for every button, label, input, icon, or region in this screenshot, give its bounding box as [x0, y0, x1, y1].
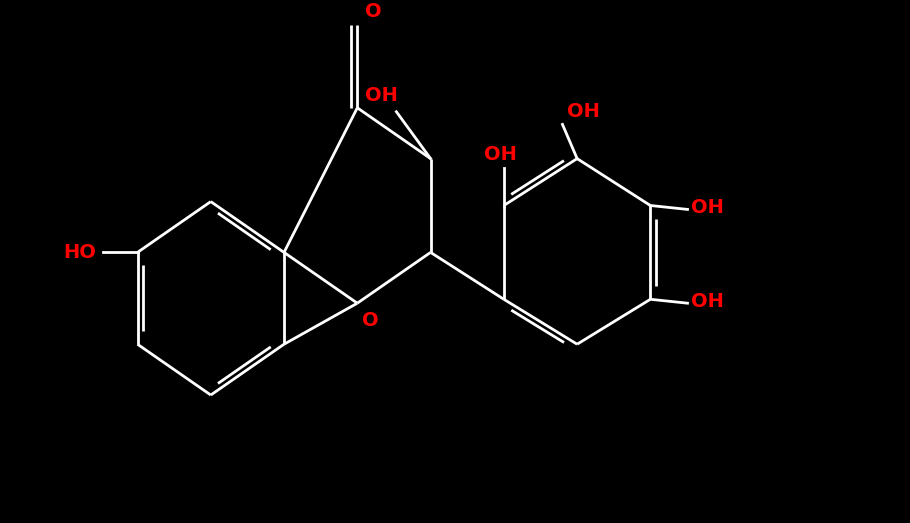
Text: OH: OH [567, 101, 601, 120]
Text: HO: HO [64, 243, 96, 262]
Text: OH: OH [692, 198, 724, 217]
Text: O: O [365, 2, 382, 21]
Text: OH: OH [692, 292, 724, 311]
Text: O: O [362, 311, 379, 330]
Text: OH: OH [483, 145, 516, 164]
Text: OH: OH [365, 86, 399, 105]
